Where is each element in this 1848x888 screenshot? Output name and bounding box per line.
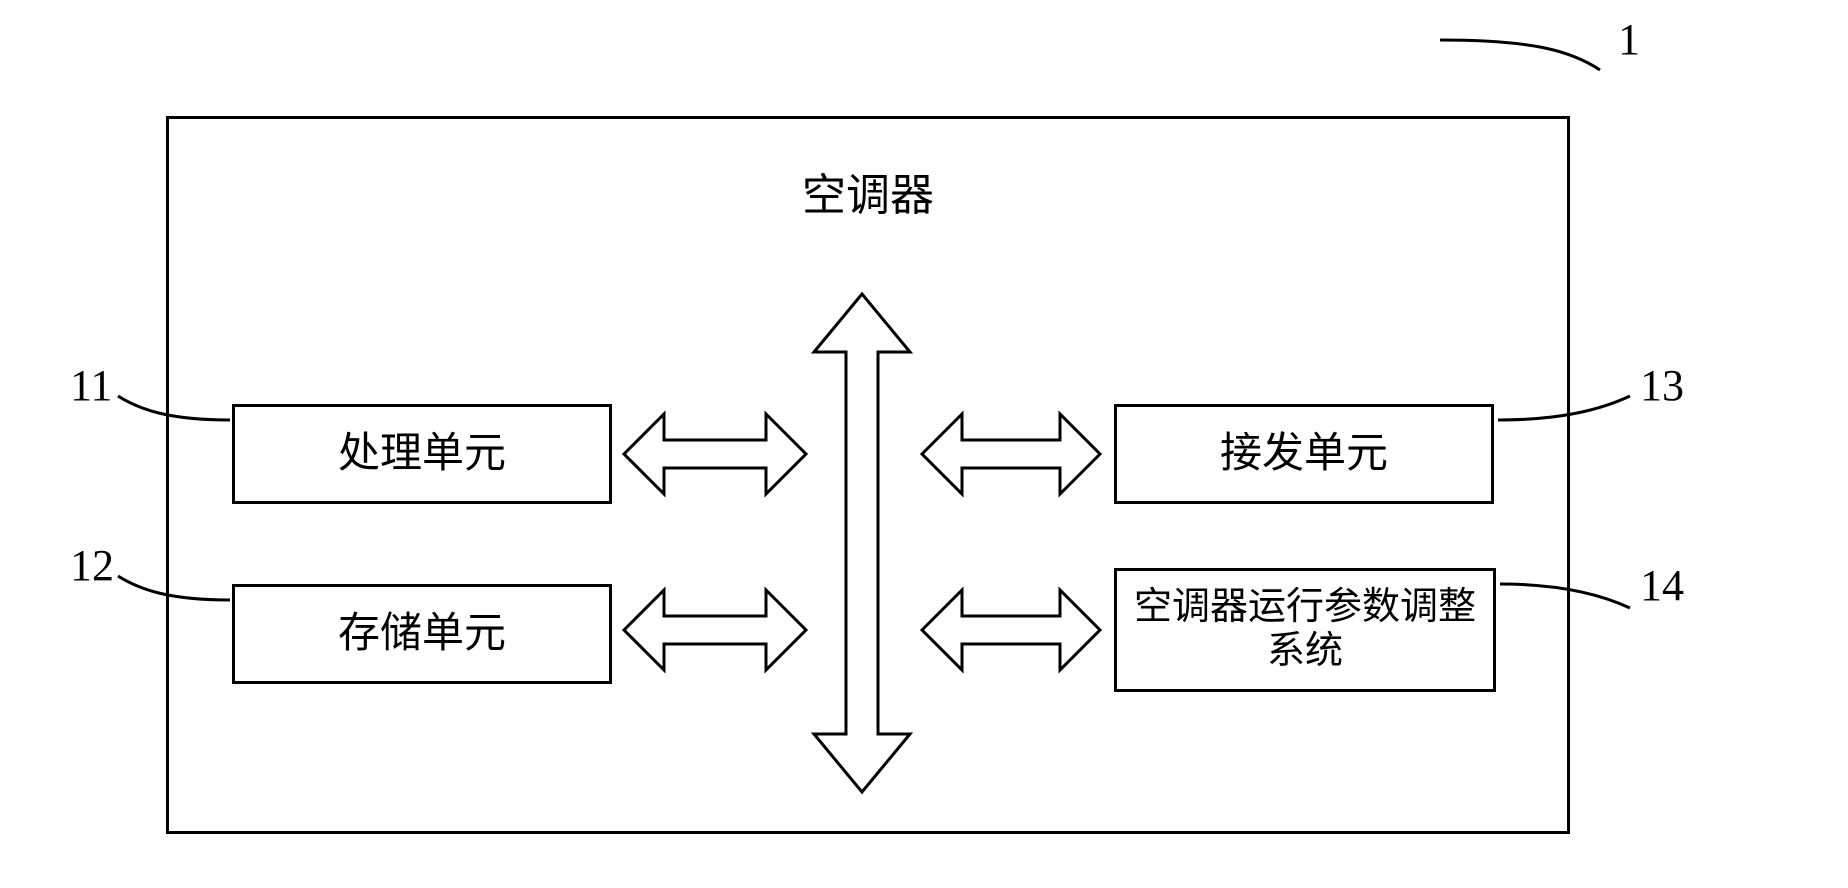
- ref-label-13: 13: [1640, 360, 1684, 411]
- ref-label-12: 12: [70, 540, 114, 591]
- ref-label-14: 14: [1640, 560, 1684, 611]
- ref-label-11: 11: [70, 360, 112, 411]
- ref-label-1: 1: [1618, 14, 1640, 65]
- connector-arrow: [0, 0, 1848, 888]
- diagram-canvas: 空调器 处理单元 存储单元 接发单元 空调器运行参数调整系统 1 11 12 1…: [0, 0, 1848, 888]
